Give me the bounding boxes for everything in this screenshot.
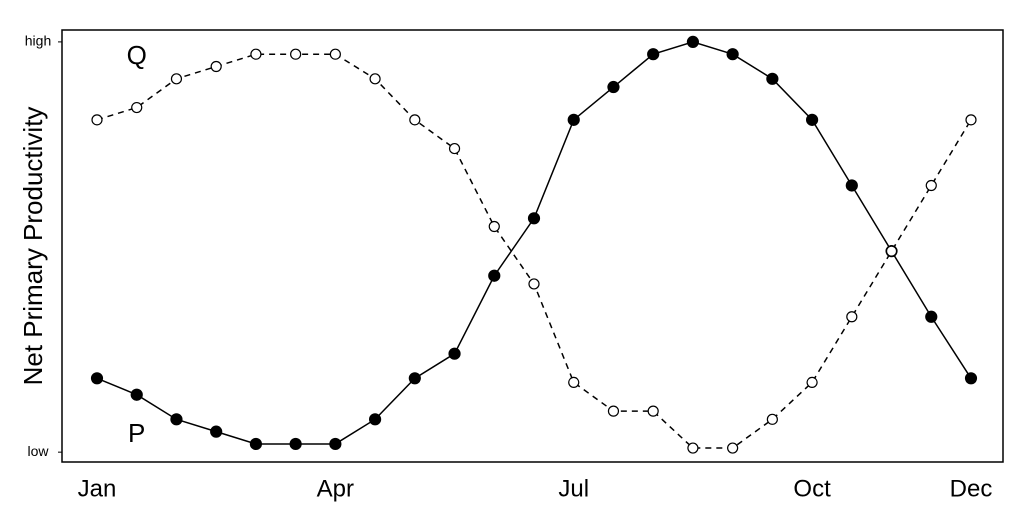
- data-point: [249, 437, 263, 451]
- data-point: [647, 48, 660, 61]
- data-point: [448, 347, 461, 360]
- y-tick-label: low: [27, 443, 49, 459]
- data-point: [647, 405, 659, 417]
- data-point: [846, 311, 858, 323]
- data-point: [607, 405, 620, 417]
- series-label: P: [128, 418, 145, 448]
- data-point: [408, 372, 421, 385]
- data-point: [527, 212, 541, 225]
- data-point: [290, 48, 302, 60]
- data-point: [686, 35, 700, 48]
- data-point: [488, 269, 501, 282]
- series-line: [96, 41, 972, 445]
- series-label: Q: [127, 40, 147, 70]
- data-point: [368, 413, 382, 426]
- data-point: [170, 73, 183, 85]
- data-point: [250, 48, 262, 60]
- data-point: [130, 388, 143, 401]
- data-point: [409, 114, 421, 126]
- data-point: [727, 442, 739, 454]
- series-line: [96, 53, 972, 449]
- data-point: [210, 60, 222, 73]
- data-point: [528, 278, 540, 290]
- data-point: [488, 220, 500, 233]
- data-point: [607, 80, 620, 94]
- data-point: [805, 113, 819, 126]
- data-point: [289, 437, 302, 451]
- data-point: [726, 48, 739, 61]
- data-point: [687, 442, 699, 454]
- data-point: [90, 372, 104, 385]
- data-point: [210, 425, 223, 438]
- x-tick-label: Oct: [793, 475, 831, 502]
- data-point: [925, 310, 938, 323]
- y-tick-label: high: [25, 33, 51, 49]
- data-point: [845, 179, 858, 192]
- data-point: [369, 73, 381, 85]
- data-point: [170, 413, 183, 426]
- y-axis-label: Net Primary Productivity: [18, 107, 48, 386]
- data-point: [329, 48, 341, 60]
- data-point: [925, 179, 937, 192]
- data-point: [568, 376, 580, 389]
- data-point: [964, 372, 978, 385]
- data-point: [448, 142, 461, 155]
- data-point: [806, 376, 818, 389]
- data-point: [329, 437, 342, 451]
- data-point: [885, 245, 898, 257]
- data-point: [91, 114, 103, 126]
- plot-frame: [61, 29, 1004, 463]
- data-point: [965, 114, 977, 126]
- data-point: [766, 413, 778, 425]
- x-tick-label: Jul: [558, 475, 589, 502]
- x-tick-label: Jan: [78, 475, 117, 502]
- x-tick-label: Dec: [950, 475, 993, 502]
- x-tick-label: Apr: [317, 475, 354, 502]
- data-point: [131, 101, 143, 114]
- data-point: [567, 113, 580, 126]
- data-point: [766, 72, 779, 85]
